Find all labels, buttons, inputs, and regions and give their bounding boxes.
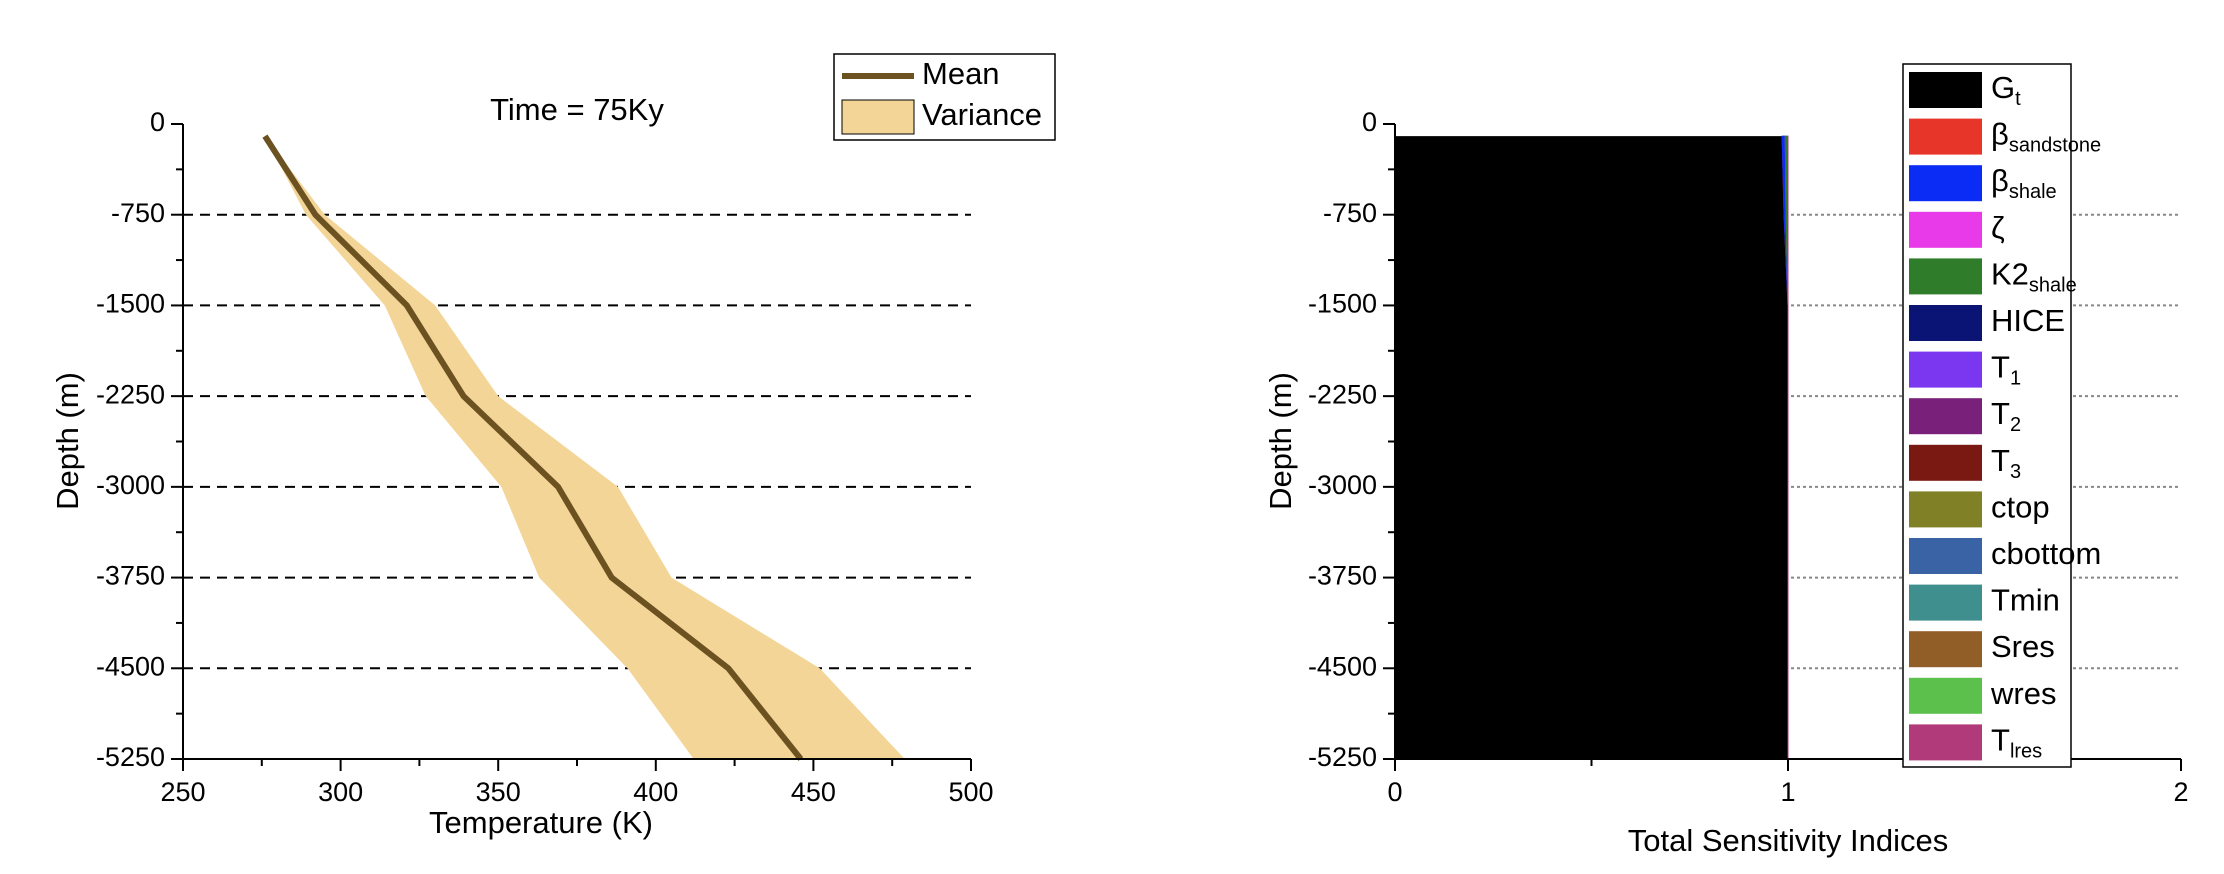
legend-name: ctop (1991, 490, 2050, 525)
legend-name: β (1991, 163, 2009, 198)
legend-name: cbottom (1991, 536, 2101, 571)
x-axis-label: Temperature (K) (429, 805, 653, 840)
x-tick-label: 300 (318, 777, 363, 807)
x-tick-label: 500 (948, 777, 993, 807)
legend-label: Mean (922, 56, 1000, 91)
legend-label: K2shale (1991, 257, 2077, 297)
legend-subscript: lres (2010, 741, 2042, 763)
legend-name: Tmin (1991, 583, 2060, 618)
y-tick-label: -1500 (1308, 289, 1377, 319)
legend-swatch (1909, 398, 1982, 435)
legend-subscript: t (2015, 88, 2021, 110)
legend-swatch (1909, 72, 1982, 108)
legend-subscript: shale (2009, 181, 2057, 203)
legend-subscript: sandstone (2009, 135, 2101, 157)
legend-label: T1 (1991, 350, 2021, 390)
legend-label: Sres (1991, 629, 2055, 664)
legend-subscript: 3 (2010, 461, 2021, 483)
legend-name: ζ (1991, 210, 2005, 245)
y-tick-label: -1500 (96, 289, 165, 319)
y-tick-label: -750 (1323, 198, 1377, 228)
x-tick-label: 350 (476, 777, 521, 807)
legend-swatch (1909, 211, 1982, 248)
legend-label: T3 (1991, 443, 2021, 483)
legend-swatch (1909, 305, 1982, 341)
y-tick-label: -2250 (1308, 379, 1377, 409)
legend-subscript: 1 (2010, 368, 2021, 390)
x-tick-label: 1 (1780, 777, 1795, 807)
legend-label: Variance (922, 97, 1042, 132)
chart-title: Time = 75Ky (490, 92, 664, 127)
x-axis-label: Total Sensitivity Indices (1628, 823, 1948, 858)
legend-swatch (1909, 118, 1982, 155)
legend-name: Sres (1991, 629, 2055, 664)
legend-label: βshale (1991, 163, 2057, 203)
x-tick-label: 0 (1387, 777, 1402, 807)
legend-name: β (1991, 117, 2009, 152)
legend-name: G (1991, 70, 2015, 105)
y-tick-label: -5250 (1308, 742, 1377, 772)
y-tick-label: -3000 (1308, 470, 1377, 500)
legend-label: βsandstone (1991, 117, 2101, 157)
variance-band (264, 136, 905, 760)
legend-subscript: shale (2029, 275, 2077, 297)
legend-swatch (1909, 165, 1982, 202)
legend-label: ctop (1991, 490, 2050, 525)
y-tick-label: -2250 (96, 379, 165, 409)
legend-swatch (1909, 258, 1982, 295)
area-0 (1395, 136, 1788, 760)
legend-label: T2 (1991, 396, 2021, 436)
y-tick-label: -4500 (1308, 651, 1377, 681)
y-tick-label: -5250 (96, 742, 165, 772)
legend-name: T (1991, 443, 2010, 478)
x-tick-label: 250 (160, 777, 205, 807)
legend-name: T (1991, 723, 2010, 758)
y-tick-label: -750 (111, 198, 165, 228)
legend-swatch (1909, 351, 1982, 388)
x-tick-label: 2 (2173, 777, 2188, 807)
legend-label: Tlres (1991, 723, 2042, 763)
y-tick-label: -3750 (1308, 561, 1377, 591)
legend-swatch (1909, 538, 1982, 574)
legend-subscript: 2 (2010, 414, 2021, 436)
legend-name: T (1991, 396, 2010, 431)
legend-swatch (1909, 491, 1982, 528)
y-tick-label: -3750 (96, 561, 165, 591)
y-axis-label: Depth (m) (1263, 372, 1298, 510)
legend-label: wres (1990, 676, 2056, 711)
legend-swatch (1909, 677, 1982, 714)
legend-label: ζ (1991, 210, 2005, 245)
x-tick-label: 400 (633, 777, 678, 807)
legend-name: wres (1990, 676, 2056, 711)
y-axis-label: Depth (m) (50, 372, 85, 510)
legend-swatch (1909, 444, 1982, 481)
y-tick-label: -3000 (96, 470, 165, 500)
legend-swatch (1909, 631, 1982, 668)
legend-name: K2 (1991, 257, 2029, 292)
legend-name: T (1991, 350, 2010, 385)
y-tick-label: 0 (150, 107, 165, 137)
legend-label: HICE (1991, 303, 2065, 338)
y-tick-label: 0 (1362, 107, 1377, 137)
legend-name: HICE (1991, 303, 2065, 338)
y-tick-label: -4500 (96, 651, 165, 681)
legend-swatch (1909, 724, 1982, 761)
legend-label: Gt (1991, 70, 2021, 110)
x-tick-label: 450 (791, 777, 836, 807)
legend-swatch (841, 99, 915, 135)
legend-swatch (1909, 584, 1982, 621)
legend-label: Tmin (1991, 583, 2060, 618)
mean-line (262, 134, 804, 761)
legend-label: cbottom (1991, 536, 2101, 571)
